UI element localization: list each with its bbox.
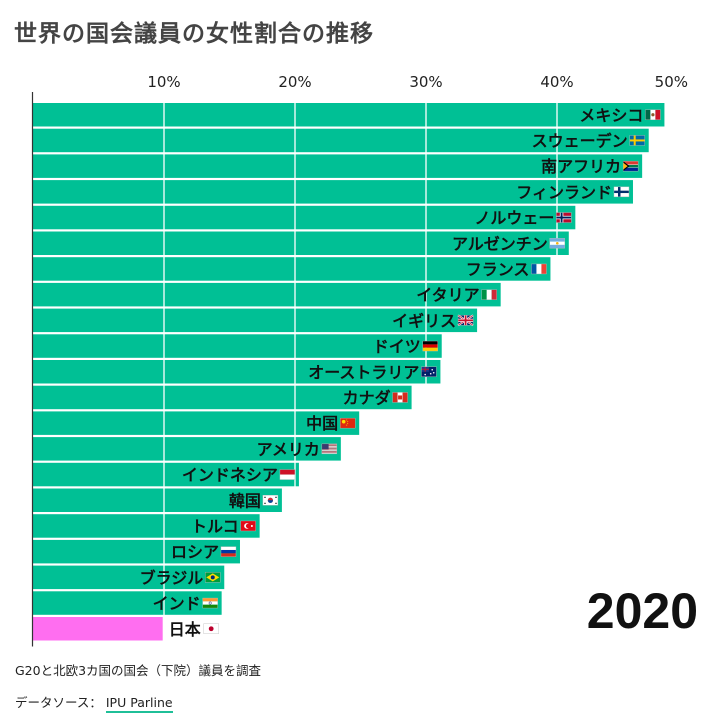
category-label-3: フィンランド bbox=[516, 183, 612, 202]
ticks-layer: 10% 20% 30% 40% 50% bbox=[147, 73, 688, 91]
category-label-9: ドイツ bbox=[373, 337, 421, 356]
flag-usa-icon bbox=[321, 443, 338, 455]
flag-canada-icon bbox=[392, 392, 408, 403]
flag-sweden-icon bbox=[629, 135, 645, 146]
bars-layer bbox=[33, 103, 665, 641]
tick-label-4: 50% bbox=[655, 73, 688, 91]
flag-uk-icon bbox=[457, 314, 474, 327]
category-label-1: スウェーデン bbox=[532, 131, 628, 150]
category-label-10: オーストラリア bbox=[308, 363, 419, 382]
chart-title: 世界の国会議員の女性割合の推移 bbox=[14, 21, 374, 47]
category-label-12: 中国 bbox=[306, 414, 338, 433]
flag-korea-icon bbox=[262, 495, 279, 506]
bar-15 bbox=[33, 488, 282, 512]
flag-finland-icon bbox=[613, 186, 630, 198]
flag-mexico-icon bbox=[645, 109, 661, 120]
flag-germany-icon bbox=[422, 340, 438, 352]
labels-layer: メキシコスウェーデン南アフリカフィンランドノルウェーアルゼンチンフランスイタリア… bbox=[140, 106, 661, 639]
category-label-6: フランス bbox=[466, 260, 530, 279]
category-label-14: インドネシア bbox=[182, 466, 278, 485]
flag-turkey-icon bbox=[240, 520, 256, 532]
bar-0 bbox=[33, 103, 665, 127]
category-label-17: ロシア bbox=[171, 543, 219, 562]
grid-layer bbox=[31, 92, 558, 647]
category-label-8: イギリス bbox=[392, 311, 456, 330]
bar-14 bbox=[33, 462, 299, 487]
bar-7 bbox=[33, 282, 501, 307]
source-label: データソース： bbox=[15, 695, 102, 710]
flag-china-icon bbox=[339, 417, 356, 429]
flag-india-icon bbox=[202, 597, 218, 609]
tick-label-1: 20% bbox=[278, 73, 311, 91]
category-label-16: トルコ bbox=[191, 517, 239, 536]
tick-label-2: 30% bbox=[409, 73, 442, 91]
flag-argentina-icon bbox=[549, 238, 565, 249]
category-label-0: メキシコ bbox=[579, 106, 643, 125]
bar-17 bbox=[33, 539, 240, 564]
bar-13 bbox=[33, 437, 341, 461]
flag-france-icon bbox=[531, 263, 547, 275]
flag-italy-icon bbox=[481, 289, 497, 300]
data-source: データソース： IPU Parline bbox=[15, 692, 173, 713]
category-label-7: イタリア bbox=[416, 286, 479, 305]
bar-12 bbox=[33, 411, 360, 435]
flag-norway-icon bbox=[556, 212, 572, 223]
category-label-2: 南アフリカ bbox=[541, 157, 621, 176]
bar-19 bbox=[33, 591, 222, 615]
bar-11 bbox=[33, 385, 412, 410]
category-label-20: 日本 bbox=[169, 620, 201, 639]
bar-chart: メキシコスウェーデン南アフリカフィンランドノルウェーアルゼンチンフランスイタリア… bbox=[31, 73, 688, 647]
source-link[interactable]: IPU Parline bbox=[105, 695, 173, 713]
tick-label-0: 10% bbox=[147, 73, 180, 91]
bar-8 bbox=[33, 308, 478, 333]
category-label-5: アルゼンチン bbox=[452, 234, 548, 253]
survey-note: G20と北欧3カ国の国会（下院）議員を調査 bbox=[15, 663, 262, 678]
bar-16 bbox=[33, 514, 260, 538]
bar-2 bbox=[33, 154, 643, 178]
flag-south-africa-icon bbox=[622, 160, 639, 172]
bar-5 bbox=[33, 231, 569, 255]
category-label-13: アメリカ bbox=[257, 440, 320, 459]
flag-japan-icon bbox=[203, 623, 219, 634]
bar-6 bbox=[33, 257, 551, 281]
flag-brazil-icon bbox=[205, 572, 221, 583]
bar-10 bbox=[33, 360, 441, 384]
bar-9 bbox=[33, 334, 442, 358]
category-label-15: 韓国 bbox=[229, 491, 261, 510]
year-label: 2020 bbox=[586, 583, 698, 639]
bar-3 bbox=[33, 180, 633, 204]
bar-20 bbox=[33, 617, 163, 641]
bar-18 bbox=[33, 565, 225, 590]
flag-indonesia-icon bbox=[279, 469, 296, 480]
category-label-19: インド bbox=[153, 594, 201, 613]
category-label-18: ブラジル bbox=[140, 568, 204, 587]
bar-4 bbox=[33, 205, 576, 230]
flag-australia-icon bbox=[421, 366, 437, 377]
category-label-4: ノルウェー bbox=[474, 209, 554, 228]
bar-1 bbox=[33, 128, 649, 153]
category-label-11: カナダ bbox=[343, 388, 391, 407]
tick-label-3: 40% bbox=[540, 73, 573, 91]
flag-russia-icon bbox=[220, 546, 237, 557]
